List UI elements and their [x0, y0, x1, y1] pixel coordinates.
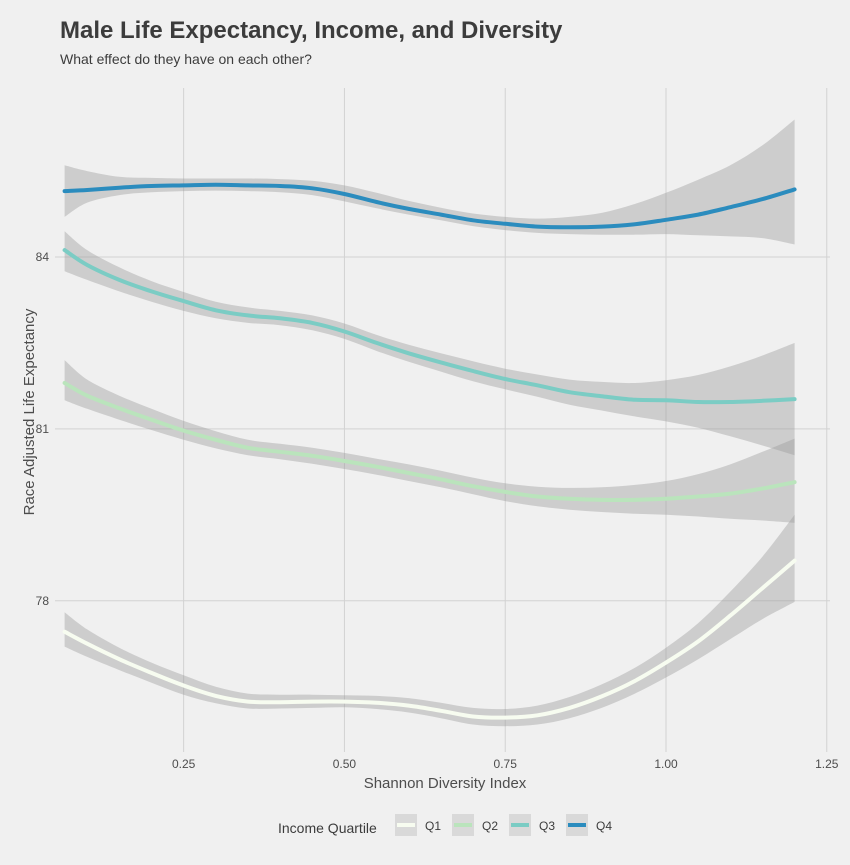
legend-label: Q1	[425, 819, 441, 833]
series-line-q2	[62, 381, 797, 503]
legend-item-q2: Q2	[452, 814, 498, 836]
y-axis-title: Race Adjusted Life Expectancy	[21, 308, 38, 515]
y-tick-label: 78	[36, 594, 50, 608]
y-tick-label: 81	[36, 422, 50, 436]
legend: Income Quartile Q1 Q2 Q3 Q4	[278, 814, 612, 836]
confidence-band-q4	[64, 119, 795, 245]
x-tick-label: 1.00	[654, 757, 678, 771]
legend-label: Q3	[539, 819, 555, 833]
legend-item-q4: Q4	[566, 814, 612, 836]
series-lines	[62, 182, 797, 720]
x-tick-label: 0.25	[172, 757, 196, 771]
x-tick-label: 0.75	[494, 757, 518, 771]
series-line-q3	[62, 248, 797, 405]
confidence-band-q2	[64, 360, 795, 523]
x-axis-ticks: 0.25 0.50 0.75 1.00 1.25	[172, 757, 839, 771]
series-line-q4	[62, 182, 797, 230]
confidence-band-q1	[64, 514, 795, 727]
chart-title: Male Life Expectancy, Income, and Divers…	[60, 17, 563, 44]
x-tick-label: 1.25	[815, 757, 839, 771]
legend-label: Q4	[596, 819, 612, 833]
x-axis-title: Shannon Diversity Index	[364, 775, 527, 792]
legend-item-q1: Q1	[395, 814, 441, 836]
legend-item-q3: Q3	[509, 814, 555, 836]
x-tick-label: 0.50	[333, 757, 357, 771]
y-axis-ticks: 78 81 84	[36, 250, 50, 608]
confidence-bands	[64, 119, 795, 727]
chart-subtitle: What effect do they have on each other?	[60, 51, 312, 67]
legend-title: Income Quartile	[278, 820, 377, 836]
series-line-q1	[62, 558, 797, 720]
y-tick-label: 84	[36, 250, 50, 264]
legend-label: Q2	[482, 819, 498, 833]
